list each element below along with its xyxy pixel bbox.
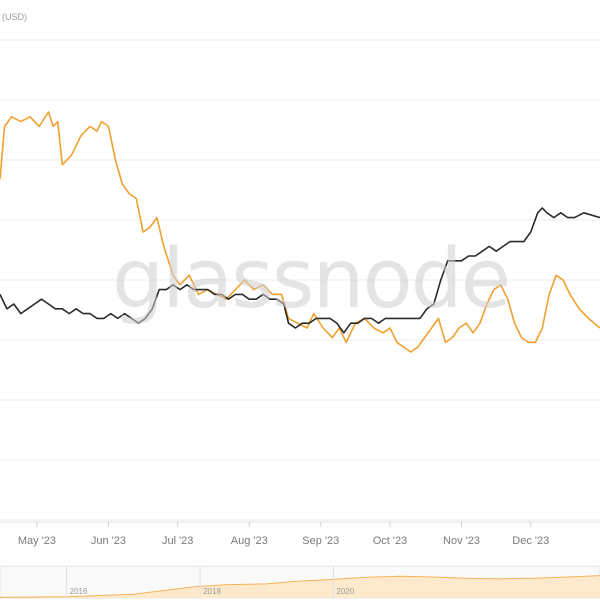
x-tick-label-5: Oct '23: [373, 535, 408, 547]
x-tick-label-6: Nov '23: [443, 535, 480, 547]
x-tick-label-4: Sep '23: [302, 535, 339, 547]
x-tick-label-1: Jun '23: [91, 535, 126, 547]
y-unit-label: (USD): [2, 12, 27, 22]
navigator-line: [0, 575, 600, 598]
x-tick-label-7: Dec '23: [512, 535, 549, 547]
series-line-0: [0, 111, 600, 353]
navigator-tick-label-1: 2018: [203, 587, 221, 596]
x-tick-label-0: May '23: [18, 535, 56, 547]
navigator-tick-label-0: 2016: [70, 587, 88, 596]
grid-lines: [0, 39, 600, 521]
navigator-tick-label-2: 2020: [336, 587, 354, 596]
x-tick-label-2: Jul '23: [162, 535, 193, 547]
series-line-1: [0, 207, 600, 334]
navigator[interactable]: 2016 2018 2020: [0, 565, 600, 599]
series-layer: [0, 111, 600, 353]
x-tick-label-3: Aug '23: [231, 535, 268, 547]
x-axis: May '23 Jun '23 Jul '23 Aug '23 Sep '23 Oct '…: [0, 521, 600, 547]
